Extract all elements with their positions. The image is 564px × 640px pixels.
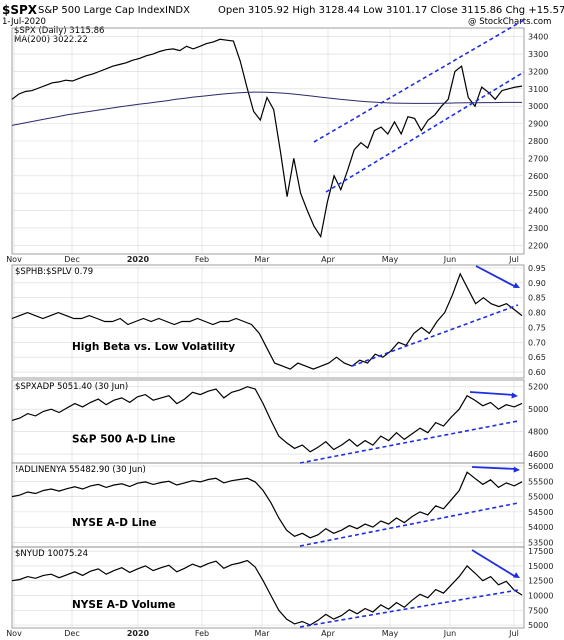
x-tick-label: May — [382, 629, 399, 638]
y-tick-label: 2200 — [528, 241, 548, 250]
x-tick-label: Mar — [254, 629, 270, 638]
x-tick-label: 2020 — [127, 255, 150, 264]
panel-title: $SPXADP 5051.40 (30 Jun) — [15, 382, 128, 392]
y-tick-label: 0.70 — [528, 338, 546, 347]
x-tick-label: Jul — [508, 255, 519, 264]
trend-arrowhead — [513, 572, 520, 578]
price-series-line — [11, 471, 523, 539]
panel-frame — [11, 546, 525, 629]
panel-annotation: NYSE A-D Volume — [72, 599, 176, 611]
y-tick-label: 3000 — [528, 102, 548, 111]
trend-line — [325, 71, 525, 193]
y-tick-label: 0.90 — [528, 279, 546, 288]
exchange-label: INDX — [165, 5, 190, 16]
x-tick-label: Nov — [6, 629, 22, 638]
panel-annotation: S&P 500 A-D Line — [72, 433, 175, 445]
trend-line — [299, 589, 519, 628]
y-tick-label: 15000 — [528, 562, 553, 571]
panel-title: $NYUD 10075.24 — [15, 549, 88, 559]
trend-line — [299, 502, 519, 547]
y-tick-label: 0.65 — [528, 353, 546, 362]
y-tick-label: 5000 — [528, 405, 548, 414]
y-tick-label: 2900 — [528, 120, 548, 129]
index-name: S&P 500 Large Cap Index — [38, 5, 165, 16]
x-tick-label: Jul — [508, 629, 519, 638]
trend-line — [351, 304, 519, 367]
y-tick-label: 17500 — [528, 547, 553, 556]
y-tick-label: 54500 — [528, 508, 553, 517]
ohlc-readout: Open 3105.92 High 3128.44 Low 3101.17 Cl… — [218, 5, 564, 16]
trend-arrowhead — [513, 466, 520, 473]
y-tick-label: 56000 — [528, 462, 553, 471]
y-tick-label: 5200 — [528, 383, 548, 392]
y-tick-label: 0.60 — [528, 368, 546, 377]
x-tick-label: Apr — [321, 255, 336, 264]
x-tick-label: Mar — [254, 255, 270, 264]
x-tick-label: Nov — [6, 255, 22, 264]
y-tick-label: 0.80 — [528, 309, 546, 318]
panel-annotation: High Beta vs. Low Volatility — [72, 341, 235, 353]
y-tick-label: 0.75 — [528, 323, 546, 332]
x-tick-label: Jun — [443, 255, 457, 264]
y-tick-label: 54000 — [528, 523, 553, 532]
y-tick-label: 10000 — [528, 591, 553, 600]
panel-title: $SPHB:$SPLV 0.79 — [15, 267, 93, 277]
price-series-line — [11, 38, 523, 239]
y-tick-label: 7500 — [528, 606, 548, 615]
y-tick-label: 2500 — [528, 189, 548, 198]
y-tick-label: 2300 — [528, 224, 548, 233]
y-tick-label: 2800 — [528, 137, 548, 146]
x-tick-label: May — [382, 255, 399, 264]
x-tick-label: 2020 — [127, 629, 150, 638]
trend-arrow — [469, 391, 515, 396]
panel-annotation: NYSE A-D Line — [72, 517, 157, 529]
x-tick-label: Feb — [195, 629, 209, 638]
x-tick-label: Jun — [443, 629, 457, 638]
price-legend: $SPX (Daily) 3115.86 — [14, 26, 104, 36]
trend-arrow — [471, 549, 517, 578]
trend-arrow — [475, 265, 517, 288]
trend-line — [299, 420, 519, 464]
x-tick-label: Apr — [321, 629, 336, 638]
date-label: 1-Jul-2020 — [2, 17, 46, 27]
x-tick-label: Dec — [64, 629, 79, 638]
y-tick-label: 3100 — [528, 85, 548, 94]
y-tick-label: 55000 — [528, 493, 553, 502]
y-tick-label: 0.85 — [528, 294, 546, 303]
trend-arrow — [471, 466, 517, 470]
price-series-line — [11, 386, 523, 453]
y-tick-label: 4600 — [528, 450, 548, 459]
y-tick-label: 0.95 — [528, 264, 546, 273]
y-tick-label: 3200 — [528, 67, 548, 76]
trend-arrowhead — [513, 282, 520, 288]
panel-frame — [11, 264, 525, 379]
y-tick-label: 53500 — [528, 538, 553, 547]
price-series-line — [11, 559, 523, 626]
ma200-line — [11, 91, 522, 126]
y-tick-label: 4800 — [528, 428, 548, 437]
y-tick-label: 12500 — [528, 577, 553, 586]
y-tick-label: 5000 — [528, 621, 548, 630]
y-tick-label: 2400 — [528, 207, 548, 216]
trend-line — [313, 19, 525, 143]
y-tick-label: 2700 — [528, 154, 548, 163]
x-tick-label: Dec — [64, 255, 79, 264]
x-tick-label: Feb — [195, 255, 209, 264]
symbol-title: $SPX — [2, 3, 38, 17]
y-tick-label: 3300 — [528, 50, 548, 59]
y-tick-label: 3400 — [528, 33, 548, 42]
trend-arrowhead — [511, 392, 518, 399]
y-tick-label: 55500 — [528, 477, 553, 486]
panel-title: !ADLINENYA 55482.90 (30 Jun) — [15, 465, 146, 475]
watermark: @ StockCharts.com — [468, 17, 551, 27]
y-tick-label: 2600 — [528, 172, 548, 181]
price-series-line — [11, 272, 523, 370]
ma-legend: MA(200) 3022.22 — [14, 35, 88, 45]
